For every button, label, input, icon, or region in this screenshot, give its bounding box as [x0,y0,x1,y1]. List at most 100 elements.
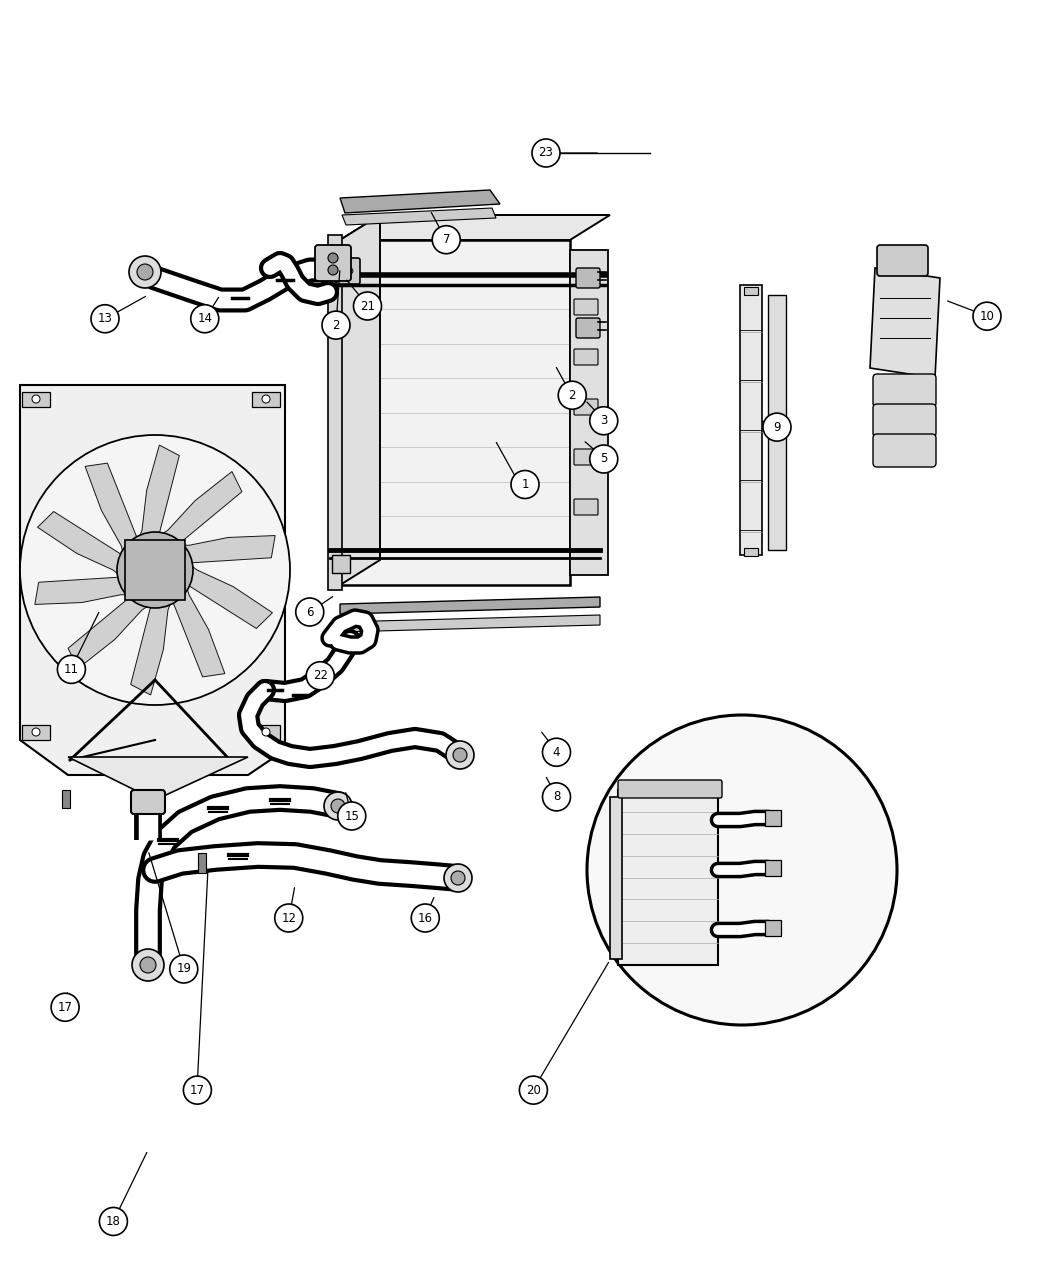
Circle shape [51,993,79,1021]
Circle shape [331,799,345,813]
Polygon shape [38,511,121,574]
FancyBboxPatch shape [877,245,928,275]
Polygon shape [140,445,180,536]
Text: 20: 20 [526,1084,541,1096]
Circle shape [433,226,460,254]
Circle shape [444,864,472,892]
Circle shape [346,268,353,274]
Text: 1: 1 [521,478,529,491]
Bar [765,861,781,876]
Text: 14: 14 [197,312,212,325]
Polygon shape [173,589,225,677]
Polygon shape [20,385,285,775]
Circle shape [354,292,381,320]
FancyBboxPatch shape [574,349,598,365]
Circle shape [559,381,586,409]
Circle shape [520,1076,547,1104]
Bar [22,725,50,739]
Circle shape [453,748,467,762]
Circle shape [316,256,344,284]
Text: 5: 5 [600,453,608,465]
Text: 8: 8 [552,790,561,803]
Bar [618,790,718,965]
Circle shape [763,413,791,441]
Circle shape [91,305,119,333]
FancyBboxPatch shape [574,499,598,515]
Circle shape [117,532,193,608]
Circle shape [135,550,175,590]
Polygon shape [130,604,170,695]
FancyBboxPatch shape [574,449,598,465]
Polygon shape [189,566,272,629]
Text: 18: 18 [106,1215,121,1228]
FancyBboxPatch shape [131,790,165,813]
Circle shape [170,955,197,983]
Circle shape [20,435,290,705]
Polygon shape [85,463,136,551]
Text: 15: 15 [344,810,359,822]
Polygon shape [184,536,275,562]
Text: 11: 11 [64,663,79,676]
Text: 7: 7 [442,233,450,246]
FancyBboxPatch shape [873,434,936,467]
Bar [252,391,280,407]
Circle shape [129,256,161,288]
Circle shape [323,263,337,277]
Text: 2: 2 [568,389,576,402]
Bar [252,725,280,739]
Polygon shape [340,597,600,615]
Circle shape [532,139,560,167]
Circle shape [307,662,334,690]
Circle shape [587,715,897,1025]
Circle shape [511,470,539,499]
Text: 4: 4 [552,746,561,759]
Circle shape [262,728,270,736]
Circle shape [136,264,153,280]
Text: 6: 6 [306,606,314,618]
Bar [328,235,342,590]
Circle shape [100,1207,127,1235]
Circle shape [324,792,352,820]
Polygon shape [164,472,242,542]
Circle shape [590,407,617,435]
Circle shape [32,728,40,736]
Polygon shape [870,268,940,377]
Polygon shape [340,615,600,632]
Bar [332,555,350,572]
Polygon shape [342,208,496,224]
FancyBboxPatch shape [618,780,722,798]
Text: 17: 17 [190,1084,205,1096]
Bar [332,252,350,270]
Bar [765,810,781,826]
Circle shape [262,395,270,403]
Bar [744,548,758,556]
Bar [22,391,50,407]
Polygon shape [68,757,248,799]
Text: 16: 16 [418,912,433,924]
Text: 3: 3 [600,414,608,427]
Text: 21: 21 [360,300,375,312]
Circle shape [58,655,85,683]
Circle shape [338,802,365,830]
FancyBboxPatch shape [315,245,351,280]
Text: 12: 12 [281,912,296,924]
Polygon shape [340,190,500,213]
Bar [340,240,570,585]
Circle shape [140,958,156,973]
Circle shape [191,305,218,333]
Text: 19: 19 [176,963,191,975]
Bar [570,250,608,575]
Circle shape [412,904,439,932]
FancyBboxPatch shape [873,404,936,437]
FancyBboxPatch shape [873,374,936,407]
Bar [768,295,786,550]
Text: 17: 17 [58,1001,72,1014]
Bar [62,790,70,808]
Bar [610,797,622,959]
Polygon shape [35,578,126,604]
Polygon shape [340,215,380,585]
Text: 2: 2 [332,319,340,332]
Circle shape [328,252,338,263]
Circle shape [184,1076,211,1104]
Text: 23: 23 [539,147,553,159]
